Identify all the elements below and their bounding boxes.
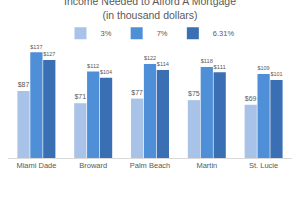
svg-text:$127: $127	[43, 51, 55, 57]
svg-text:6.31%: 6.31%	[213, 29, 235, 38]
svg-text:$69: $69	[245, 95, 257, 102]
svg-text:7%: 7%	[157, 29, 168, 38]
svg-text:$77: $77	[131, 89, 143, 96]
svg-text:$137: $137	[30, 44, 42, 50]
svg-text:$122: $122	[144, 55, 156, 61]
svg-text:Palm Beach: Palm Beach	[130, 161, 170, 170]
svg-text:$101: $101	[270, 71, 282, 77]
svg-text:$114: $114	[157, 61, 169, 67]
svg-text:3%: 3%	[101, 29, 112, 38]
svg-text:Broward: Broward	[79, 161, 107, 170]
svg-text:Miami Dade: Miami Dade	[16, 161, 56, 170]
svg-text:$118: $118	[201, 58, 213, 64]
svg-text:$112: $112	[87, 63, 99, 69]
svg-text:$75: $75	[188, 90, 200, 97]
svg-text:$87: $87	[18, 81, 30, 88]
svg-text:Martin: Martin	[196, 161, 217, 170]
svg-text:$109: $109	[257, 65, 269, 71]
svg-text:Income Needed to Afford A Mort: Income Needed to Afford A Mortgage(in th…	[64, 0, 236, 21]
svg-text:$71: $71	[74, 93, 86, 100]
svg-text:St. Lucie: St. Lucie	[249, 161, 278, 170]
svg-text:$104: $104	[100, 69, 112, 75]
svg-text:$111: $111	[214, 64, 226, 70]
